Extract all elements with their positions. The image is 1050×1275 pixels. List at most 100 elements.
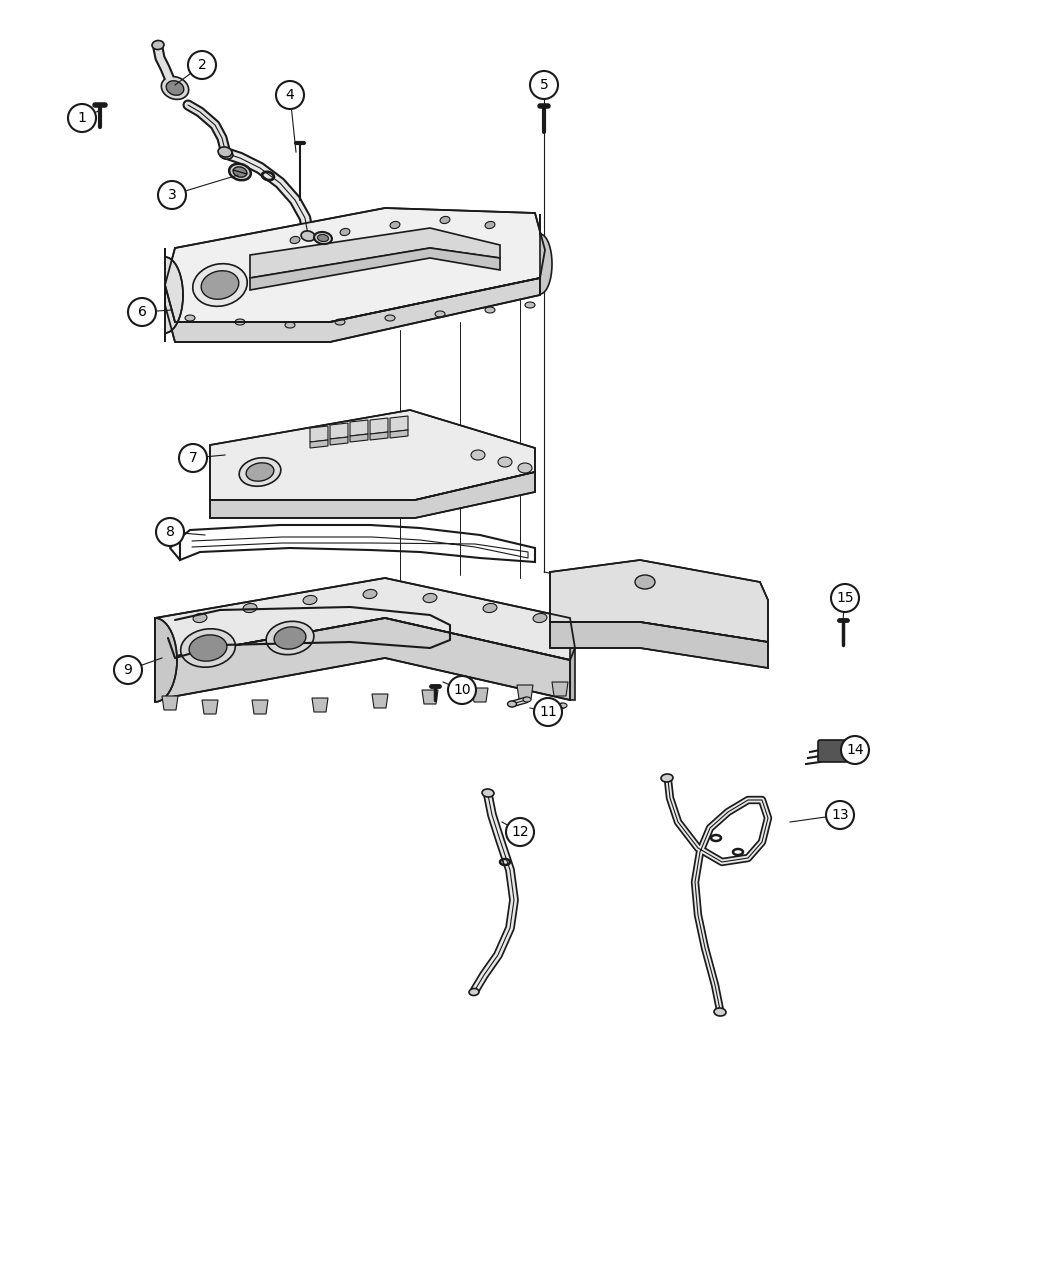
Polygon shape — [165, 249, 183, 342]
Ellipse shape — [285, 323, 295, 328]
Ellipse shape — [290, 236, 300, 244]
Polygon shape — [372, 694, 388, 708]
Ellipse shape — [239, 458, 280, 486]
Text: 7: 7 — [189, 451, 197, 465]
Text: 8: 8 — [166, 525, 174, 539]
Ellipse shape — [469, 988, 479, 996]
Polygon shape — [390, 430, 408, 439]
Text: 4: 4 — [286, 88, 294, 102]
Text: 11: 11 — [539, 705, 556, 719]
Ellipse shape — [202, 270, 238, 300]
Text: 3: 3 — [168, 187, 176, 201]
Ellipse shape — [189, 635, 227, 662]
Circle shape — [841, 736, 869, 764]
Ellipse shape — [243, 603, 257, 612]
Circle shape — [178, 444, 207, 472]
Ellipse shape — [498, 456, 512, 467]
Ellipse shape — [229, 163, 251, 180]
Circle shape — [188, 51, 216, 79]
Ellipse shape — [533, 613, 547, 622]
Polygon shape — [540, 214, 552, 295]
Ellipse shape — [246, 463, 274, 481]
Circle shape — [68, 105, 96, 133]
Ellipse shape — [235, 319, 245, 325]
Polygon shape — [550, 622, 768, 668]
Ellipse shape — [525, 302, 536, 309]
Ellipse shape — [635, 575, 655, 589]
Ellipse shape — [185, 315, 195, 321]
Circle shape — [276, 82, 304, 108]
Ellipse shape — [181, 629, 235, 667]
Polygon shape — [390, 416, 408, 432]
Polygon shape — [330, 423, 348, 439]
Ellipse shape — [423, 593, 437, 603]
Polygon shape — [517, 685, 533, 699]
Text: 6: 6 — [138, 305, 146, 319]
Polygon shape — [552, 682, 568, 696]
Circle shape — [158, 181, 186, 209]
Ellipse shape — [435, 311, 445, 317]
Ellipse shape — [301, 231, 315, 241]
Text: 1: 1 — [78, 111, 86, 125]
Ellipse shape — [314, 232, 332, 244]
Ellipse shape — [485, 222, 495, 228]
Ellipse shape — [440, 217, 450, 223]
Polygon shape — [312, 697, 328, 711]
Polygon shape — [210, 411, 536, 500]
Ellipse shape — [483, 603, 497, 612]
Text: 12: 12 — [511, 825, 529, 839]
Text: 5: 5 — [540, 78, 548, 92]
Polygon shape — [350, 434, 368, 442]
Ellipse shape — [471, 450, 485, 460]
Ellipse shape — [662, 774, 673, 782]
Circle shape — [530, 71, 558, 99]
Ellipse shape — [335, 319, 345, 325]
Ellipse shape — [317, 235, 329, 241]
Polygon shape — [350, 419, 368, 436]
Circle shape — [128, 298, 156, 326]
Text: 9: 9 — [124, 663, 132, 677]
Ellipse shape — [166, 80, 184, 96]
Circle shape — [534, 697, 562, 725]
Polygon shape — [330, 437, 348, 445]
Circle shape — [448, 676, 476, 704]
Polygon shape — [155, 618, 570, 700]
Ellipse shape — [559, 703, 567, 708]
Ellipse shape — [385, 315, 395, 321]
Circle shape — [506, 819, 534, 847]
Polygon shape — [202, 700, 218, 714]
Ellipse shape — [233, 167, 247, 177]
Polygon shape — [162, 696, 178, 710]
Ellipse shape — [152, 41, 164, 50]
Ellipse shape — [363, 589, 377, 598]
Polygon shape — [550, 560, 768, 643]
Ellipse shape — [193, 613, 207, 622]
Ellipse shape — [274, 627, 306, 649]
Text: 15: 15 — [836, 592, 854, 606]
Ellipse shape — [485, 307, 495, 312]
Polygon shape — [570, 618, 575, 700]
Text: 2: 2 — [197, 57, 207, 71]
Text: 14: 14 — [846, 743, 864, 757]
Ellipse shape — [523, 697, 531, 703]
Polygon shape — [250, 249, 500, 289]
Polygon shape — [472, 688, 488, 703]
Polygon shape — [310, 440, 328, 448]
Text: 13: 13 — [832, 808, 848, 822]
Ellipse shape — [303, 595, 317, 604]
FancyBboxPatch shape — [818, 740, 851, 762]
Circle shape — [156, 518, 184, 546]
Polygon shape — [370, 418, 388, 434]
Ellipse shape — [507, 701, 517, 708]
Ellipse shape — [544, 708, 552, 713]
Polygon shape — [252, 700, 268, 714]
Polygon shape — [155, 618, 177, 703]
Circle shape — [114, 657, 142, 683]
Circle shape — [826, 801, 854, 829]
Polygon shape — [165, 208, 545, 323]
Ellipse shape — [340, 228, 350, 236]
Ellipse shape — [714, 1009, 726, 1016]
Ellipse shape — [390, 222, 400, 228]
Polygon shape — [370, 432, 388, 440]
Polygon shape — [310, 426, 328, 442]
